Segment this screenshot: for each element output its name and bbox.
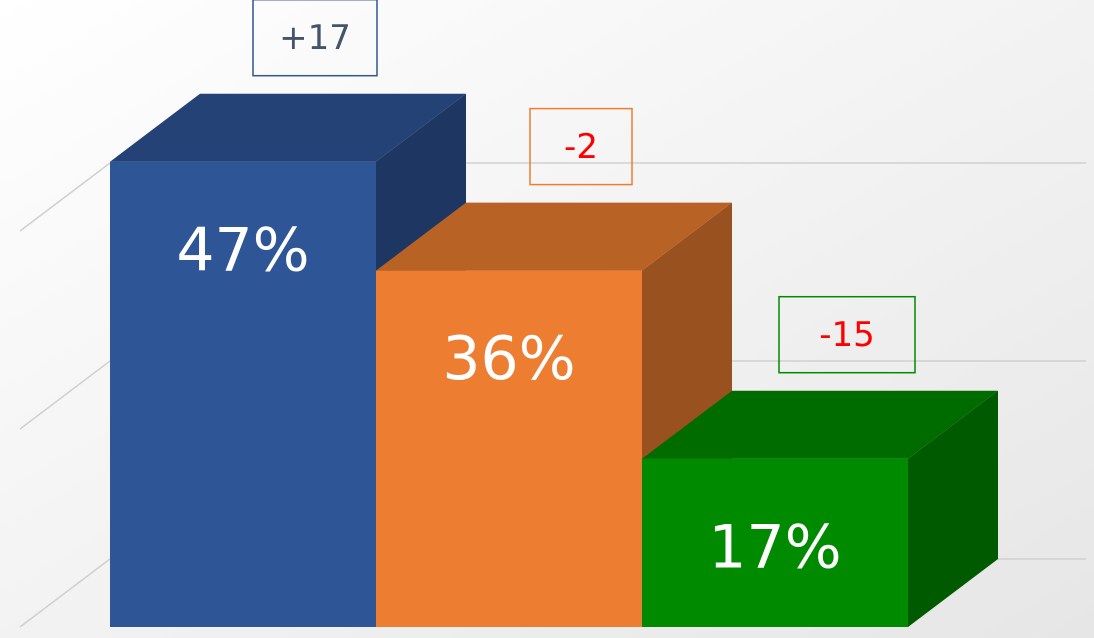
- annotation-box: [778, 295, 916, 374]
- annotation: -2: [564, 127, 598, 167]
- annotation: -15: [819, 315, 875, 355]
- bar-top: [642, 390, 998, 459]
- bar: [642, 458, 908, 627]
- annotation: +17: [279, 18, 351, 58]
- annotation-box: [529, 107, 633, 186]
- grid-line: [19, 162, 111, 232]
- data-label: 36%: [442, 324, 575, 394]
- data-label: 17%: [708, 512, 841, 582]
- bar-top: [110, 93, 466, 162]
- bar: [110, 161, 376, 627]
- grid-line: [19, 558, 111, 628]
- bar-top: [376, 202, 732, 271]
- data-label: 47%: [176, 215, 309, 285]
- grid-line: [19, 360, 111, 430]
- bar: [376, 270, 642, 627]
- bar-side: [908, 390, 998, 627]
- annotation-box: [252, 0, 378, 77]
